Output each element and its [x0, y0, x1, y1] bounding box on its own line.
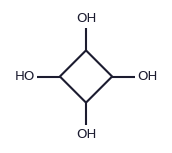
Text: OH: OH [76, 12, 96, 25]
Text: OH: OH [137, 70, 158, 83]
Text: OH: OH [76, 128, 96, 141]
Text: HO: HO [14, 70, 35, 83]
